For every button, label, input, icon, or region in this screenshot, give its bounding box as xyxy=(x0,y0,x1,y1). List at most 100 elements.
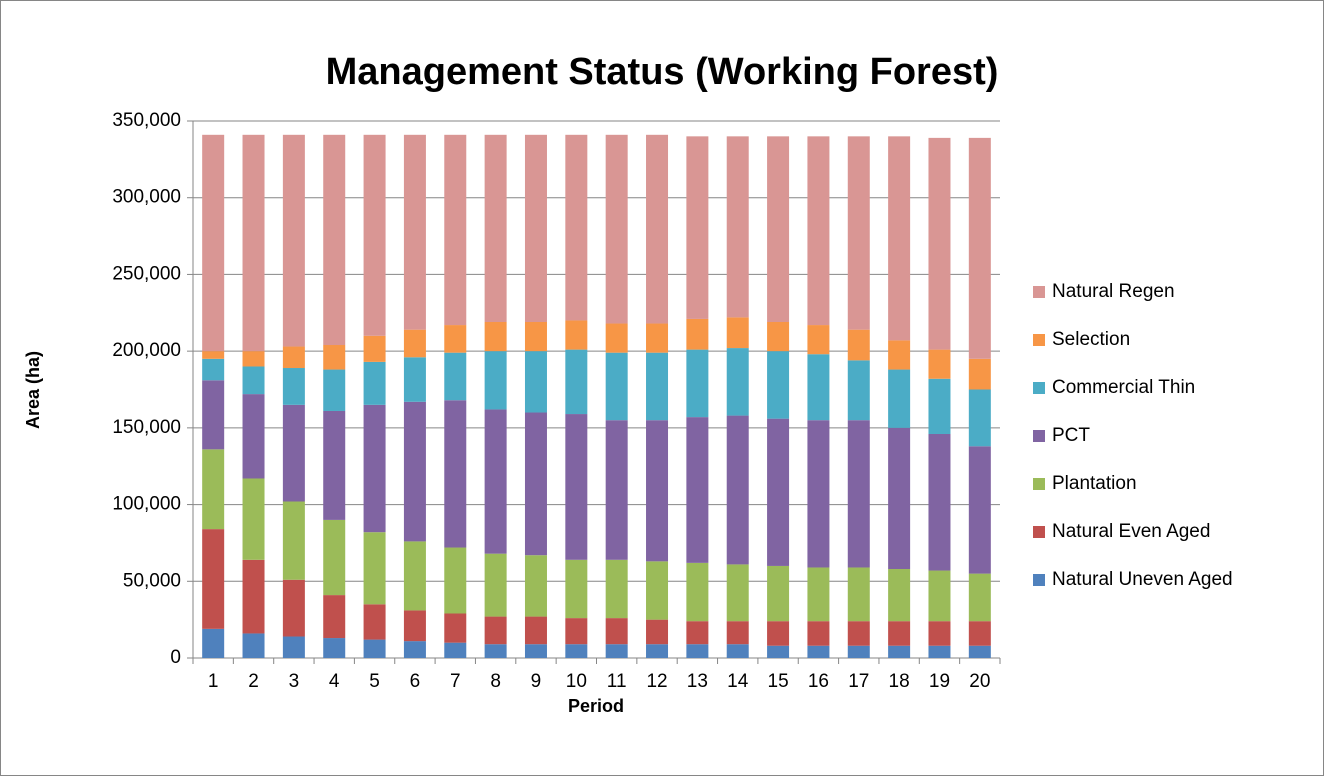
bar-segment xyxy=(524,644,547,658)
bar-segment xyxy=(484,351,507,410)
bar-segment xyxy=(403,329,426,358)
x-axis-label: Period xyxy=(568,696,624,716)
bar-segment xyxy=(928,621,951,646)
bar-segment xyxy=(767,418,790,566)
bar-segment xyxy=(646,644,669,658)
x-tick-label: 12 xyxy=(646,671,667,692)
bar-segment xyxy=(242,559,265,634)
bar-segment xyxy=(484,644,507,658)
y-axis-label: Area (ha) xyxy=(23,351,43,429)
bar-segment xyxy=(807,325,830,355)
bar-segment xyxy=(847,567,870,622)
bar-segment xyxy=(686,318,709,350)
bar-segment xyxy=(686,562,709,622)
bar-segment xyxy=(646,420,669,562)
bar-segment xyxy=(484,553,507,617)
bar-segment xyxy=(686,136,709,319)
bar-segment xyxy=(847,329,870,361)
bar-segment xyxy=(888,340,911,370)
bar-segment xyxy=(888,369,911,428)
bar-segment xyxy=(202,449,225,530)
bar-segment xyxy=(323,638,346,658)
bar-segment xyxy=(363,639,386,658)
bar-segment xyxy=(888,569,911,622)
bar-segment xyxy=(242,351,265,367)
bar-segment xyxy=(282,579,305,637)
bar-segment xyxy=(646,323,669,353)
y-tick-label: 350,000 xyxy=(112,110,181,131)
bar-segment xyxy=(403,541,426,611)
bar-segment xyxy=(928,645,951,658)
bar-segment xyxy=(363,604,386,640)
chart-title: Management Status (Working Forest) xyxy=(326,51,999,93)
legend-swatch xyxy=(1033,334,1045,346)
bar-segment xyxy=(807,621,830,646)
bar-segment xyxy=(444,134,467,326)
bar-segment xyxy=(323,410,346,520)
bar-segment xyxy=(605,618,628,645)
bar-segment xyxy=(928,570,951,622)
bar-segment xyxy=(726,415,749,565)
bar-segment xyxy=(282,636,305,658)
bar-segment xyxy=(524,555,547,617)
bar-segment xyxy=(403,134,426,330)
bar-segment xyxy=(807,136,830,326)
legend-swatch xyxy=(1033,430,1045,442)
y-tick-label: 150,000 xyxy=(112,417,181,438)
bar-segment xyxy=(605,644,628,658)
bar-segment xyxy=(524,616,547,645)
bar-segment xyxy=(524,412,547,556)
bar-segment xyxy=(928,378,951,434)
bar-segment xyxy=(807,420,830,568)
bar-segment xyxy=(847,420,870,568)
bar-segment xyxy=(565,349,588,415)
bar-segment xyxy=(686,417,709,563)
legend-swatch xyxy=(1033,574,1045,586)
legend-swatch xyxy=(1033,286,1045,298)
bar-segment xyxy=(726,644,749,658)
bar-segment xyxy=(403,357,426,402)
x-tick-label: 4 xyxy=(329,671,340,692)
x-tick-label: 13 xyxy=(687,671,708,692)
legend-swatch xyxy=(1033,526,1045,538)
bar-segment xyxy=(605,420,628,560)
bar-segment xyxy=(807,354,830,421)
bar-segment xyxy=(282,346,305,369)
bar-segment xyxy=(363,361,386,405)
bar-segment xyxy=(484,616,507,645)
legend-label: PCT xyxy=(1052,425,1090,446)
bar-segment xyxy=(444,400,467,548)
x-tick-label: 16 xyxy=(808,671,829,692)
bar-segment xyxy=(767,565,790,622)
bar-segment xyxy=(767,621,790,646)
x-tick-label: 1 xyxy=(208,671,219,692)
bar-segment xyxy=(565,618,588,645)
bar-segment xyxy=(202,351,225,359)
y-tick-label: 250,000 xyxy=(112,263,181,284)
bar-segment xyxy=(968,358,991,390)
legend-label: Natural Even Aged xyxy=(1052,521,1210,542)
bar-segment xyxy=(968,389,991,447)
bar-segment xyxy=(726,348,749,416)
x-tick-label: 7 xyxy=(450,671,461,692)
x-tick-label: 18 xyxy=(889,671,910,692)
bar-segment xyxy=(686,644,709,658)
legend-label: Natural Regen xyxy=(1052,281,1175,302)
bar-segment xyxy=(847,621,870,646)
x-tick-label: 17 xyxy=(848,671,869,692)
bar-segment xyxy=(888,621,911,646)
bar-segment xyxy=(444,325,467,353)
bar-segment xyxy=(363,404,386,533)
bar-segment xyxy=(605,134,628,324)
bar-segment xyxy=(605,559,628,619)
bar-segment xyxy=(484,134,507,322)
bar-segment xyxy=(605,352,628,421)
bar-segment xyxy=(323,369,346,411)
bar-segment xyxy=(847,360,870,421)
bar-segment xyxy=(646,134,669,324)
bar-segment xyxy=(403,641,426,658)
bar-segment xyxy=(444,547,467,614)
bar-segment xyxy=(282,501,305,580)
bar-segment xyxy=(484,321,507,352)
